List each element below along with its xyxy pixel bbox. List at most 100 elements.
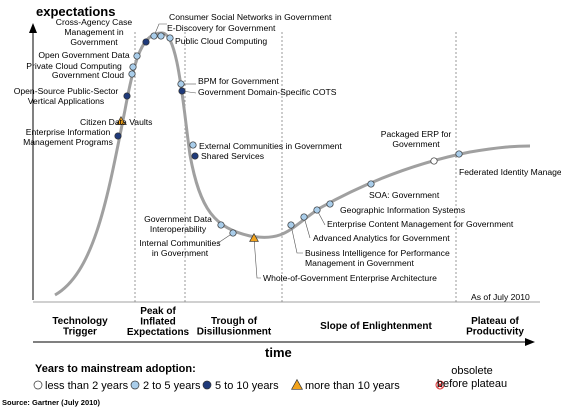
technology-label-line: Government Domain-Specific COTS (198, 87, 337, 97)
technology-item: Government Cloud (52, 70, 136, 80)
technology-marker (116, 115, 126, 125)
technology-item: Consumer Social Networks in Government (150, 12, 332, 40)
legend-item: 5 to 10 years (202, 380, 279, 392)
technology-label-line: Business Intelligence for Performance (305, 248, 450, 258)
technology-label: Government Cloud (52, 70, 124, 80)
technology-marker (129, 63, 137, 71)
technology-item: Advanced Analytics for Government (300, 213, 450, 243)
technology-item: Government Data Interoperability (144, 214, 225, 234)
technology-marker (166, 34, 174, 42)
technology-label-line: Management Programs (23, 137, 113, 147)
phase-label: Peak of Inflated Expectations (127, 306, 190, 338)
legend-marker (33, 380, 43, 390)
technology-marker (150, 32, 158, 40)
technology-label: Open Government Data (38, 50, 129, 60)
phase-label-line: Inflated (140, 317, 176, 328)
technology-label-line: Geographic Information Systems (340, 205, 465, 215)
technology-marker (326, 200, 334, 208)
phase-label-line: Trough of (211, 316, 258, 327)
technology-marker (128, 70, 136, 78)
technology-marker (455, 150, 463, 158)
technology-marker (123, 92, 131, 100)
phase-label-line: Productivity (466, 327, 524, 338)
phase-label: Slope of Enlightenment (320, 321, 432, 332)
leader-line (253, 237, 261, 279)
phase-label-line: Peak of (140, 306, 176, 317)
legend-item: less than 2 years (33, 380, 129, 392)
technology-marker (133, 52, 141, 60)
technology-item: Open-Source Public-Sector Vertical Applic… (14, 86, 131, 106)
technology-item: Government Domain-Specific COTS (178, 87, 337, 97)
technology-label: Packaged ERP for Government (381, 129, 452, 149)
phase-label: Trough of Disillusionment (197, 316, 272, 338)
technology-item: Cross-Agency Case Management in Government (56, 17, 150, 47)
technology-label-line: Citizen Data Vaults (80, 117, 152, 127)
technology-label: Business Intelligence for Performance Man… (305, 248, 450, 268)
technology-label-line: E-Discovery for Government (167, 23, 276, 33)
x-axis-title: time (265, 345, 292, 360)
leader-line (153, 23, 167, 37)
leader-line (290, 224, 303, 254)
technology-marker (367, 180, 375, 188)
technology-label-line: Interoperability (150, 224, 207, 234)
technology-label-line: SOA: Government (369, 190, 440, 200)
technology-marker (430, 157, 438, 165)
technology-item: Private Cloud Computing (26, 61, 137, 71)
technology-label: Whole-of-Government Enterprise Architect… (263, 273, 437, 283)
technology-label: Consumer Social Networks in Government (169, 12, 332, 22)
technology-label-line: Whole-of-Government Enterprise Architect… (263, 273, 437, 283)
technology-label-line: Advanced Analytics for Government (313, 233, 450, 243)
technology-item: Geographic Information Systems (326, 200, 465, 215)
legend-item: 2 to 5 years (130, 380, 201, 392)
technology-label: External Communities in Government (199, 141, 342, 151)
technology-label: Government Domain-Specific COTS (198, 87, 337, 97)
technology-label: Citizen Data Vaults (80, 117, 152, 127)
technology-item: Open Government Data (38, 50, 141, 60)
technology-label: Private Cloud Computing (26, 61, 122, 71)
technology-label: Public Cloud Computing (175, 36, 267, 46)
technology-marker (191, 152, 199, 160)
technology-label-line: Management in (64, 27, 123, 37)
technology-label-line: Government Cloud (52, 70, 124, 80)
technology-label-line: Open Government Data (38, 50, 129, 60)
technology-label-line: Shared Services (201, 151, 264, 161)
technology-label-line: Management in Government (305, 258, 415, 268)
technology-label-line: Open-Source Public-Sector (14, 86, 119, 96)
technology-label-line: Packaged ERP for (381, 129, 452, 139)
technology-item: Shared Services (191, 151, 264, 161)
technology-item: Federated Identity Management (455, 150, 561, 177)
phase-label-line: Disillusionment (197, 327, 272, 338)
technology-markers: Enterprise Information Management Program… (14, 12, 561, 283)
technology-marker (177, 80, 185, 88)
technology-label-line: Government (70, 37, 118, 47)
technology-marker (229, 229, 237, 237)
technology-label: E-Discovery for Government (167, 23, 276, 33)
y-axis-title: expectations (36, 4, 115, 19)
technology-item: BPM for Government (177, 76, 279, 88)
legend-item-label-line: before plateau (437, 378, 507, 390)
technology-label-line: BPM for Government (198, 76, 279, 86)
technology-label-line: Federated Identity Management (459, 167, 561, 177)
legend-marker-cross (437, 382, 443, 388)
technology-item: Public Cloud Computing (166, 34, 267, 46)
legend-marker (130, 380, 140, 390)
technology-label-line: Government Data (144, 214, 212, 224)
phase-label: Technology Trigger (52, 316, 108, 338)
technology-label-line: Enterprise Information (26, 127, 111, 137)
technology-marker (313, 206, 321, 214)
technology-label-line: Internal Communities (139, 238, 220, 248)
legend-item: obsolete before plateau (435, 365, 507, 390)
technology-label: Enterprise Content Management for Govern… (327, 219, 514, 229)
hype-curve (54, 31, 531, 297)
legend-item-label: 5 to 10 years (215, 380, 279, 392)
technology-label-line: Consumer Social Networks in Government (169, 12, 332, 22)
as-of-label: As of July 2010 (471, 292, 530, 302)
legend-item-label: more than 10 years (305, 380, 400, 392)
technology-item: Whole-of-Government Enterprise Architect… (249, 232, 437, 283)
technology-marker (157, 32, 165, 40)
legend-item-label: less than 2 years (45, 380, 129, 392)
technology-item: Business Intelligence for Performance Man… (287, 221, 450, 268)
technology-item: E-Discovery for Government (157, 23, 276, 40)
technology-item: Enterprise Information Management Program… (23, 127, 122, 147)
